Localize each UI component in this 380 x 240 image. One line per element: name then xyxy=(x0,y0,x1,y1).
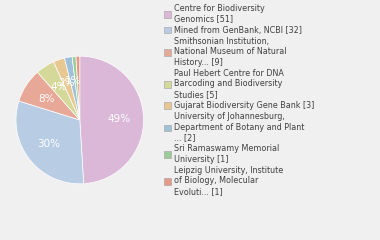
Text: 8%: 8% xyxy=(38,94,55,103)
Wedge shape xyxy=(76,56,80,120)
Wedge shape xyxy=(19,72,80,120)
Wedge shape xyxy=(54,58,80,120)
Wedge shape xyxy=(80,56,144,184)
Wedge shape xyxy=(38,62,80,120)
Text: 2%: 2% xyxy=(59,78,75,88)
Legend: Centre for Biodiversity
Genomics [51], Mined from GenBank, NCBI [32], Smithsonia: Centre for Biodiversity Genomics [51], M… xyxy=(164,4,315,196)
Wedge shape xyxy=(16,101,84,184)
Wedge shape xyxy=(65,57,80,120)
Text: 4%: 4% xyxy=(50,82,66,92)
Text: 30%: 30% xyxy=(37,139,60,150)
Text: 49%: 49% xyxy=(108,114,131,124)
Wedge shape xyxy=(72,56,80,120)
Text: 1%: 1% xyxy=(65,76,81,86)
